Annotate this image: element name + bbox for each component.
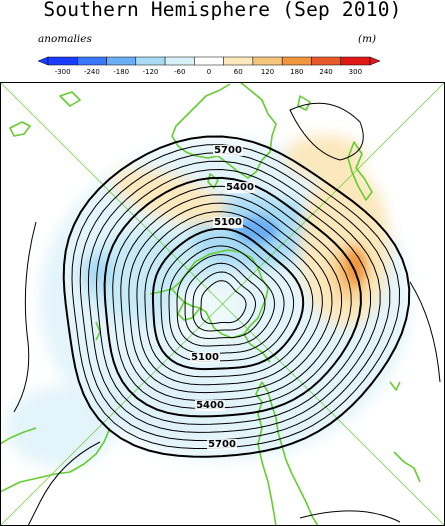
colorbar-swatch [340, 56, 371, 66]
colorbar-swatch [194, 56, 224, 66]
contour-label-background [190, 352, 220, 363]
height-contour [184, 262, 266, 340]
contour-label: 5400 [196, 400, 224, 411]
new-zealand-coastline [347, 141, 373, 201]
colorbar-swatch [252, 56, 283, 66]
height-contour [128, 202, 333, 394]
colorbar-tick-label: -240 [84, 68, 100, 76]
height-contour [112, 185, 352, 409]
africa-coastline [1, 427, 111, 493]
contour-label-background [213, 145, 243, 156]
contour-label: 5700 [214, 145, 242, 156]
colorbar-arrow-right [369, 56, 381, 66]
anomaly-shading [5, 135, 410, 467]
colorbar-tick-label: -60 [174, 68, 185, 76]
contour-label: 5700 [208, 439, 236, 450]
contour-label: 5100 [214, 217, 242, 228]
colorbar-tick-label: 180 [290, 68, 303, 76]
colorbar: -300 -240 -180 -120 -60 0 60 120 180 240 300 [37, 56, 381, 76]
contour-label-background [207, 439, 237, 450]
colorbar-tick-label: 60 [234, 68, 243, 76]
colorbar-arrow-left [37, 56, 49, 66]
south-america-coastline [261, 381, 319, 525]
map-title: Southern Hemisphere (Sep 2010) [43, 0, 402, 21]
australia-coastline [171, 83, 277, 179]
colorbar-tick-label: 240 [319, 68, 332, 76]
height-contour [176, 254, 276, 347]
height-contour [95, 168, 372, 425]
colorbar-tick-label: -180 [113, 68, 129, 76]
positive-anomaly-strong [345, 249, 365, 285]
contour-label-background [195, 400, 225, 411]
height-contour [136, 211, 323, 386]
contour-label: 5400 [226, 182, 254, 193]
colorbar-tick-label: 120 [261, 68, 274, 76]
colorbar-swatch [223, 56, 254, 66]
height-contour [192, 271, 257, 332]
height-contour [168, 245, 285, 355]
outer-contours [13, 102, 441, 525]
colorbar-swatch [281, 56, 312, 66]
geopotential-height-map: 5700 5400 5100 5100 5400 5700 [0, 82, 445, 526]
colorbar-swatches [37, 56, 381, 66]
positive-anomaly-west [112, 169, 228, 225]
colorbar-ticks: -300 -240 -180 -120 -60 0 60 120 180 240 300 [55, 68, 362, 76]
contour-label-background [225, 182, 255, 193]
colorbar-units-label: (m) [358, 33, 377, 45]
contour-labels: 5700 5400 5100 5100 5400 5700 [190, 145, 255, 450]
height-contours [62, 135, 411, 458]
contour-label-background [213, 217, 243, 228]
colorbar-swatch [47, 56, 78, 66]
colorbar-swatch [135, 56, 166, 66]
height-contour [87, 160, 381, 433]
coastlines [1, 83, 421, 525]
contour-label: 5100 [191, 352, 219, 363]
height-contour [160, 236, 295, 362]
colorbar-swatch [106, 56, 137, 66]
colorbar-tick-label: 300 [349, 68, 362, 76]
height-contour [151, 227, 305, 371]
height-contour [62, 135, 411, 458]
height-contour [71, 144, 401, 449]
colorbar-tick-label: -300 [55, 68, 71, 76]
height-contour [79, 152, 391, 442]
height-contour [120, 194, 343, 402]
colorbar-tick-label: 0 [207, 68, 211, 76]
graticule [1, 83, 444, 525]
colorbar-swatch [311, 56, 341, 66]
antarctica-coastline [171, 249, 269, 339]
height-contour [103, 176, 362, 418]
colorbar-tick-label: -120 [143, 68, 159, 76]
height-contour [200, 280, 247, 325]
height-contour [144, 219, 314, 378]
colorbar-swatch [164, 56, 195, 66]
colorbar-swatch [77, 56, 107, 66]
colorbar-anomalies-label: anomalies [38, 33, 92, 45]
